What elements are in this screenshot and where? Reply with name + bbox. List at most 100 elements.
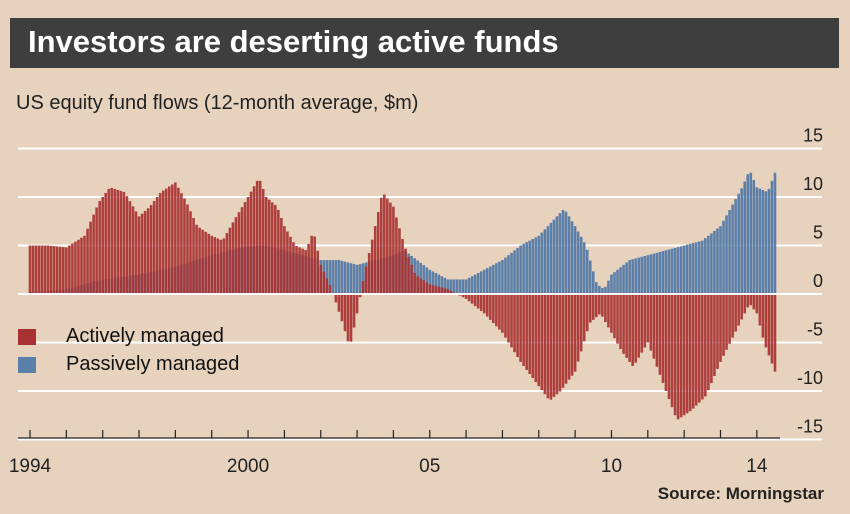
bar-active xyxy=(101,197,104,294)
bar-passive xyxy=(504,257,507,294)
bar-passive xyxy=(691,243,695,294)
bar-passive xyxy=(658,251,662,294)
bar-passive xyxy=(492,264,495,294)
bar-active xyxy=(473,294,477,307)
bar-active xyxy=(210,235,214,294)
bar-active xyxy=(113,188,117,294)
bar-passive xyxy=(337,260,341,294)
bar-active xyxy=(528,294,531,375)
bar-active xyxy=(346,294,350,342)
bar-active xyxy=(495,294,498,327)
bar-active xyxy=(228,227,232,294)
bar-passive xyxy=(737,193,740,294)
bar-active xyxy=(286,231,289,294)
bar-active xyxy=(234,217,238,294)
bar-passive xyxy=(752,180,756,294)
bar-active xyxy=(598,294,601,315)
bar-active xyxy=(649,294,653,351)
bar-active xyxy=(752,294,756,310)
bar-passive xyxy=(704,238,707,294)
bar-active xyxy=(437,286,441,294)
bar-passive xyxy=(667,249,671,294)
bar-passive xyxy=(525,242,528,294)
title-bar: Investors are deserting active funds xyxy=(10,18,839,68)
y-tick-label: 5 xyxy=(813,223,823,243)
bar-active xyxy=(746,294,750,308)
bar-passive xyxy=(634,258,637,294)
bar-active xyxy=(243,202,247,294)
bar-active xyxy=(646,294,650,343)
bar-active xyxy=(270,202,274,294)
bar-active xyxy=(304,250,307,294)
bar-active xyxy=(143,211,147,294)
bar-passive xyxy=(716,228,719,294)
bar-passive xyxy=(601,287,604,294)
bar-active xyxy=(498,294,501,330)
bar-passive xyxy=(422,265,425,294)
bar-passive xyxy=(428,269,432,294)
bar-passive xyxy=(610,274,613,294)
bar-active xyxy=(637,294,641,358)
bar-active xyxy=(670,294,674,408)
bar-active xyxy=(280,218,283,294)
bar-active xyxy=(95,207,98,294)
bar-active xyxy=(140,213,144,294)
bar-active xyxy=(419,278,422,294)
bar-passive xyxy=(485,268,489,294)
bar-passive xyxy=(655,252,659,294)
bar-passive xyxy=(728,209,731,294)
bar-active xyxy=(631,294,634,366)
bar-active xyxy=(274,205,277,294)
bar-active xyxy=(537,294,541,387)
bar-active xyxy=(573,294,577,372)
bar-active xyxy=(755,294,759,314)
bar-active xyxy=(713,294,716,377)
bar-active xyxy=(352,294,356,328)
bar-passive xyxy=(646,255,650,294)
bar-active xyxy=(107,188,111,294)
y-tick-label: -15 xyxy=(797,417,823,437)
bar-active xyxy=(716,294,719,369)
bar-active xyxy=(367,253,371,294)
bar-passive xyxy=(537,235,541,294)
bar-active xyxy=(440,287,444,294)
bar-passive xyxy=(758,188,762,294)
bar-active xyxy=(449,290,453,294)
bar-active xyxy=(410,264,413,294)
bar-active xyxy=(595,294,598,318)
bar-active xyxy=(207,233,210,294)
bar-passive xyxy=(543,229,547,294)
bar-active xyxy=(652,294,656,359)
bar-passive xyxy=(761,189,765,294)
bar-passive xyxy=(467,277,471,294)
bar-active xyxy=(552,294,556,397)
bar-passive xyxy=(528,240,531,294)
bar-active xyxy=(607,294,610,328)
bar-active xyxy=(467,294,471,302)
bar-passive xyxy=(558,213,562,294)
bar-passive xyxy=(358,264,362,294)
bar-active xyxy=(192,218,195,294)
bar-active xyxy=(198,227,201,294)
bar-active xyxy=(201,229,204,294)
bar-active xyxy=(283,226,286,294)
bar-passive xyxy=(719,226,722,294)
bar-active xyxy=(337,294,341,312)
bar-active xyxy=(749,294,753,306)
bar-active xyxy=(252,186,256,294)
bar-active xyxy=(258,180,262,294)
bar-passive xyxy=(685,244,689,294)
bar-active xyxy=(585,294,589,332)
legend-label-active: Actively managed xyxy=(66,325,224,347)
bar-active xyxy=(510,294,513,348)
bar-passive xyxy=(489,266,492,294)
bar-active xyxy=(628,294,631,362)
bar-passive xyxy=(622,264,625,294)
bar-active xyxy=(413,272,416,294)
bar-active xyxy=(407,256,410,294)
bar-active xyxy=(685,294,689,414)
bar-passive xyxy=(598,285,601,294)
bar-passive xyxy=(470,276,474,294)
bar-passive xyxy=(449,279,453,294)
bar-active xyxy=(567,294,571,380)
